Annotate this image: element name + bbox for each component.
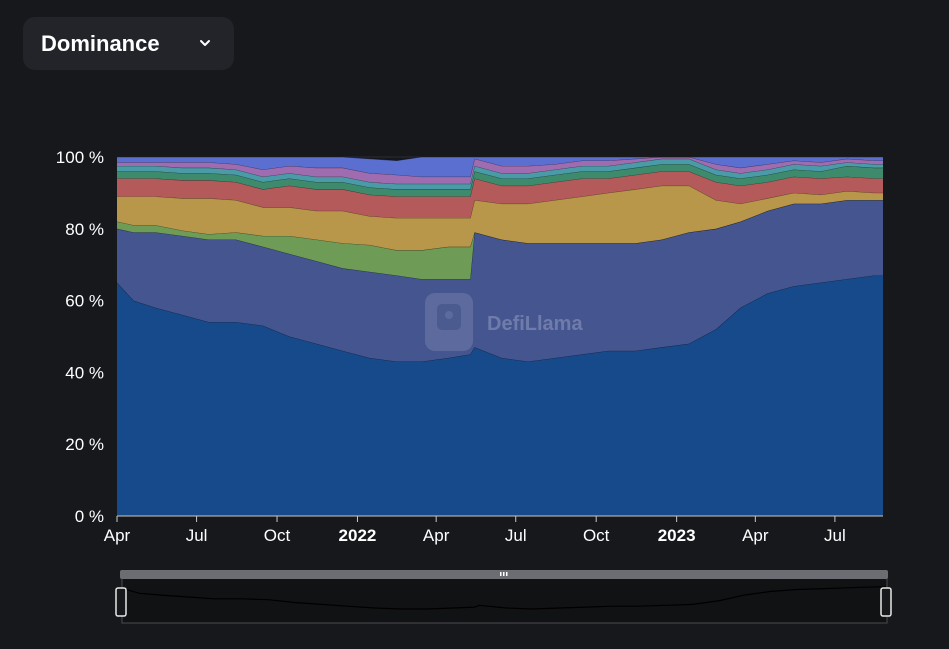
- watermark: DefiLlama: [425, 293, 583, 351]
- x-tick-label: Oct: [583, 526, 610, 545]
- x-tick-label: Apr: [423, 526, 450, 545]
- slider-grip-icon[interactable]: [500, 572, 508, 576]
- series-edge-2: [116, 199, 883, 251]
- watermark-text: DefiLlama: [487, 313, 583, 335]
- y-axis: 0 % 20 % 40 % 60 % 80 % 100 %: [56, 148, 104, 526]
- series-area-5: [117, 164, 883, 197]
- series-edge-5: [117, 163, 883, 190]
- series-area-6: [117, 158, 883, 190]
- x-tick-label: Apr: [104, 526, 131, 545]
- slider-track[interactable]: [121, 570, 888, 624]
- series-edge-8: [117, 156, 883, 162]
- slider-preview-line: [122, 586, 886, 610]
- x-tick-label: Jul: [186, 526, 208, 545]
- x-tick-label: 2023: [658, 526, 696, 545]
- x-axis: Apr Jul Oct 2022 Apr Jul Oct 2023 Apr Jul: [104, 515, 883, 545]
- x-tick-label: Apr: [742, 526, 769, 545]
- y-tick-label: 60 %: [65, 292, 104, 311]
- y-tick-label: 40 %: [65, 363, 104, 382]
- y-tick-label: 20 %: [65, 435, 104, 454]
- x-tick-label: Jul: [824, 526, 846, 545]
- dropdown-label: Dominance: [41, 30, 160, 56]
- series-area-7: [117, 157, 883, 184]
- stacked-areas: [116, 156, 883, 516]
- series-area-0: [117, 275, 883, 516]
- x-tick-label: Jul: [505, 526, 527, 545]
- slider-left-handle[interactable]: [115, 587, 127, 617]
- y-tick-label: 80 %: [65, 220, 104, 239]
- slider-right-handle[interactable]: [880, 587, 892, 617]
- dominance-dropdown[interactable]: Dominance: [23, 17, 234, 70]
- chevron-down-icon[interactable]: [198, 36, 212, 50]
- x-tick-label: Oct: [264, 526, 291, 545]
- x-tick-label: 2022: [339, 526, 377, 545]
- series-area-4: [117, 171, 883, 218]
- series-area-2: [117, 200, 883, 280]
- y-tick-label: 0 %: [75, 507, 104, 526]
- llama-logo-icon: [425, 293, 473, 351]
- y-tick-label: 100 %: [56, 148, 104, 167]
- series-area-8: [117, 157, 883, 177]
- series-area-1: [117, 200, 883, 362]
- zoom-slider[interactable]: [115, 570, 892, 624]
- series-area-3: [117, 185, 883, 251]
